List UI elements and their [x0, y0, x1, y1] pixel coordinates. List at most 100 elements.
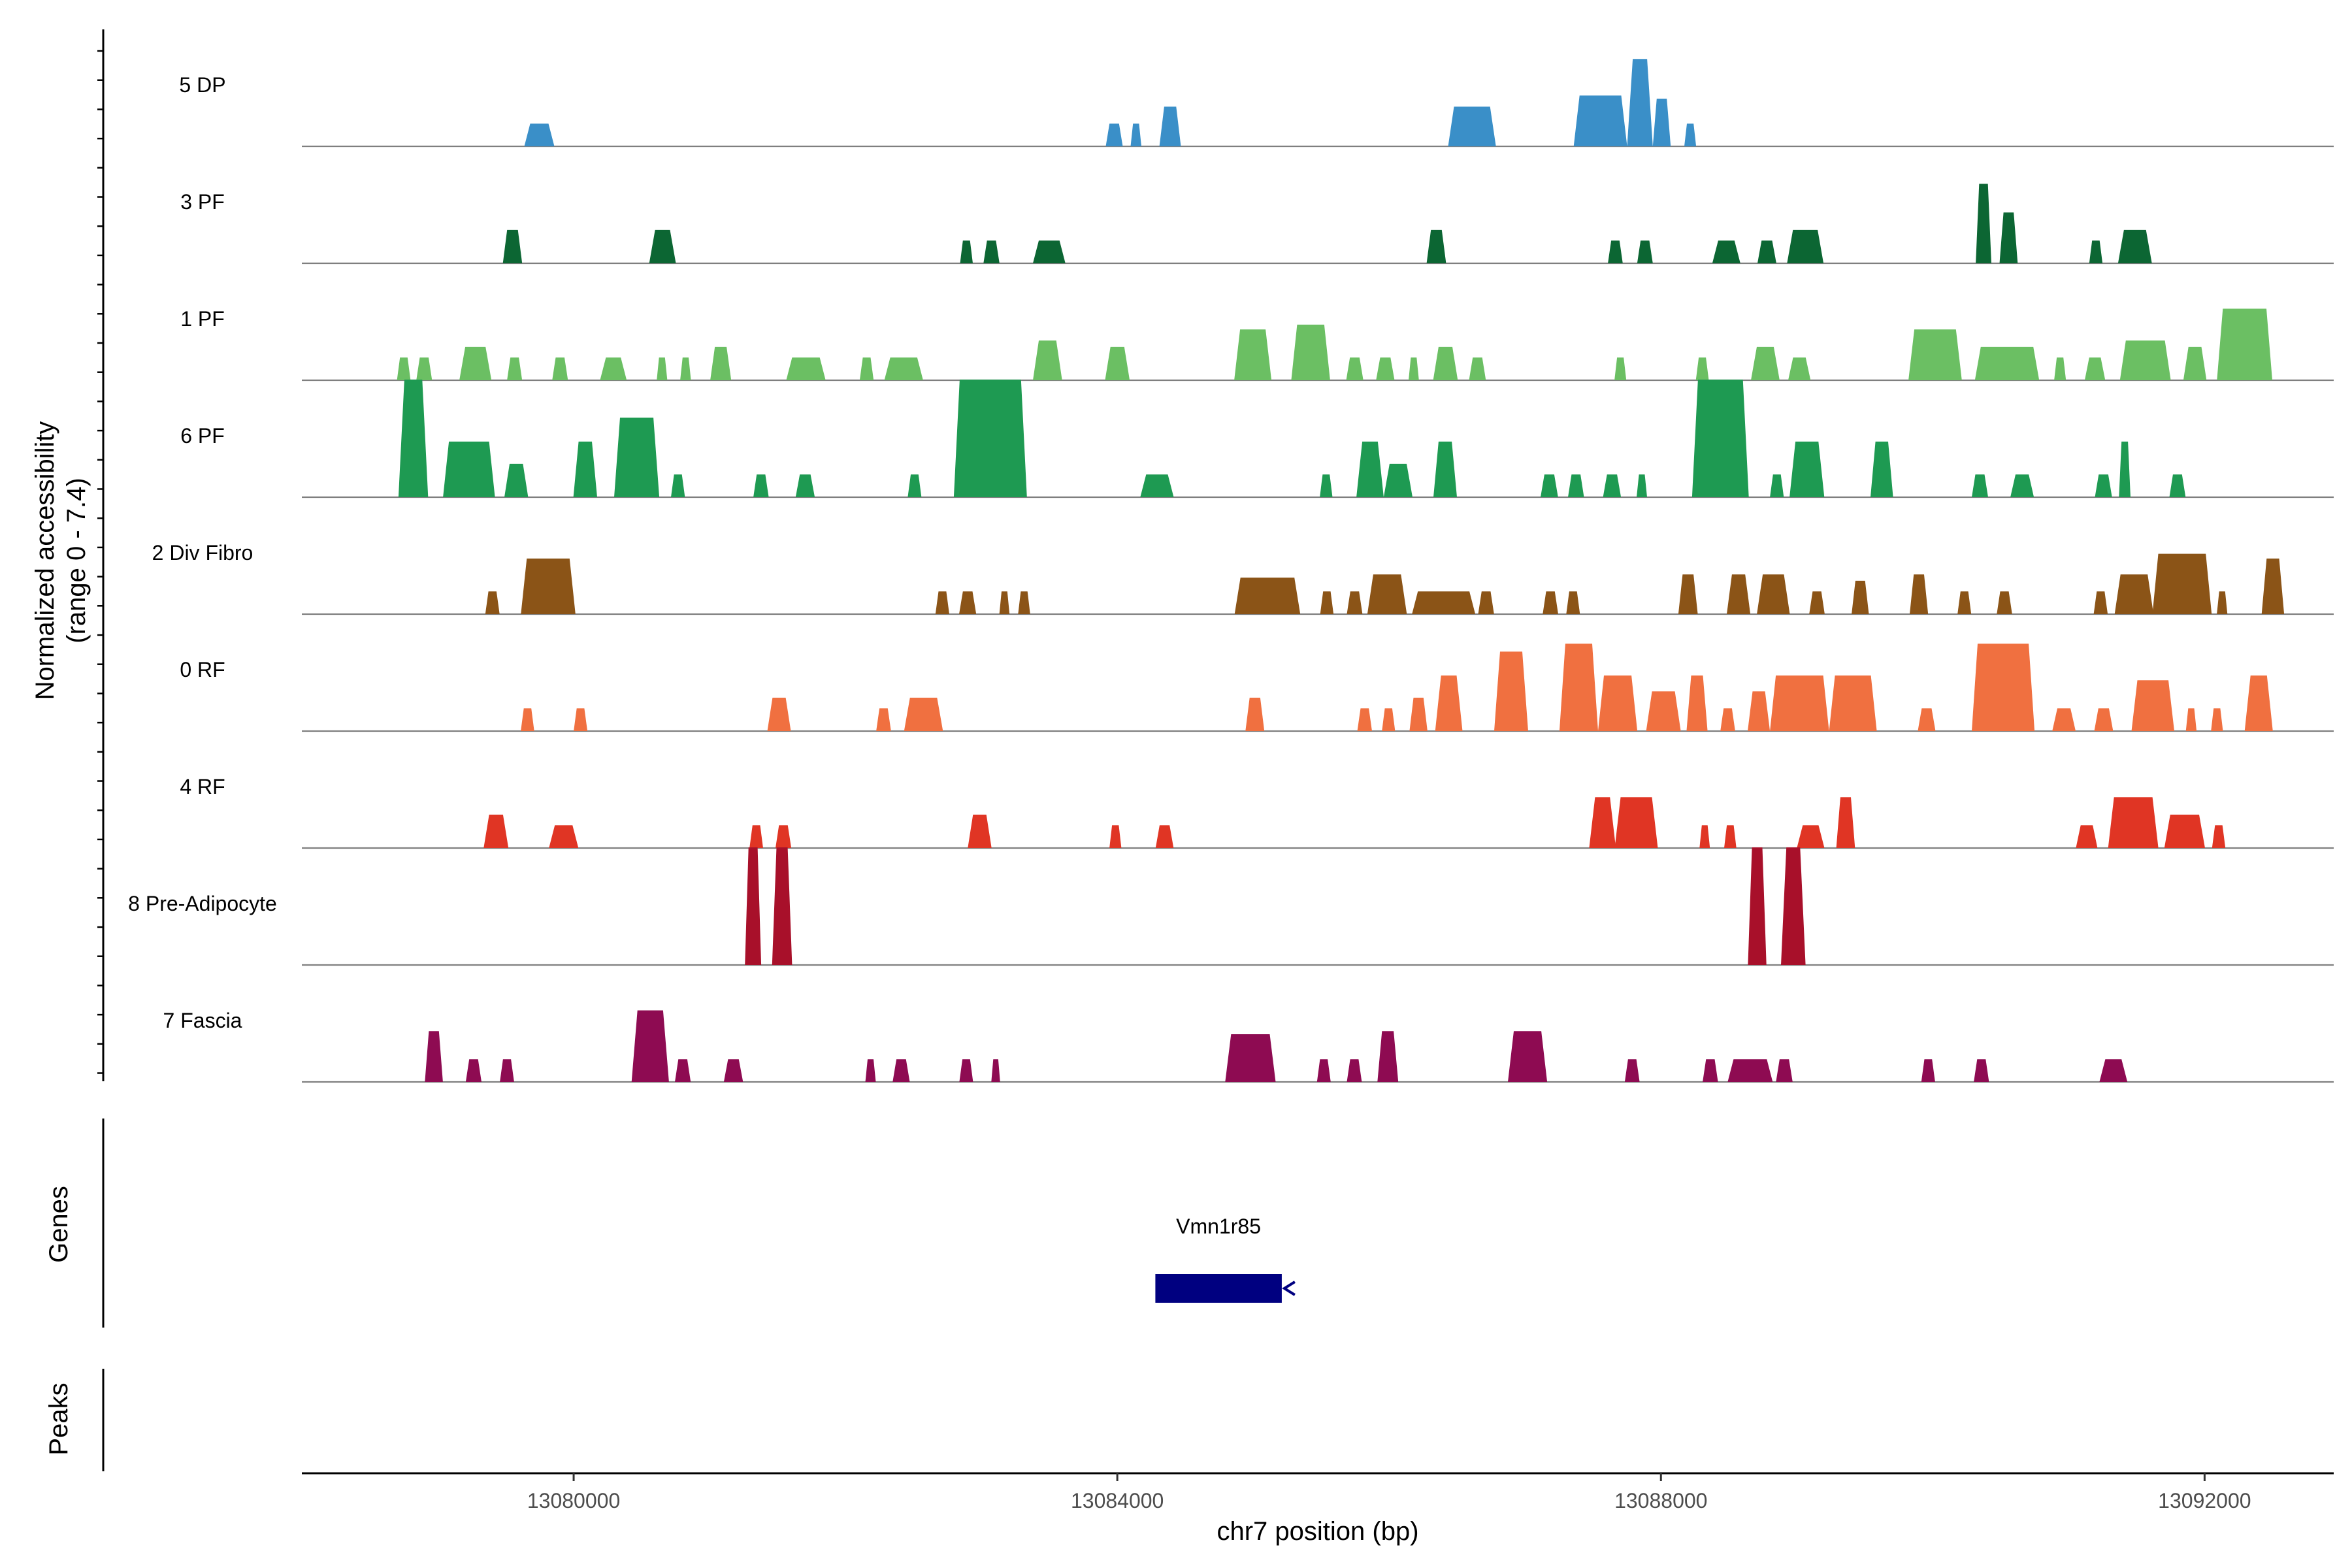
- x-tick-label: 13084000: [1071, 1489, 1164, 1512]
- accessibility-peak: [1720, 708, 1735, 731]
- accessibility-peak: [2183, 347, 2206, 380]
- accessibility-peak: [1000, 591, 1010, 614]
- accessibility-peak: [904, 698, 943, 731]
- accessibility-peak: [507, 357, 522, 380]
- accessibility-peak: [2095, 708, 2114, 731]
- accessibility-peak: [1469, 357, 1486, 380]
- track-label: 8 Pre-Adipocyte: [128, 892, 277, 915]
- track-label: 6 PF: [180, 424, 225, 448]
- accessibility-peak: [1478, 591, 1494, 614]
- y-axis-title: Normalized accessibility: [31, 421, 59, 700]
- accessibility-peak: [2211, 708, 2223, 731]
- accessibility-peak: [1921, 1059, 1935, 1082]
- accessibility-peak: [2262, 559, 2284, 614]
- accessibility-peak: [2010, 474, 2034, 497]
- accessibility-peak: [1646, 691, 1681, 731]
- accessibility-peak: [680, 357, 691, 380]
- accessibility-peak: [1356, 442, 1384, 497]
- accessibility-peak: [1770, 676, 1829, 731]
- accessibility-peak: [1637, 240, 1653, 263]
- accessibility-peak: [1574, 95, 1627, 146]
- accessibility-peak: [1543, 591, 1558, 614]
- track-0-rf: 0 RF: [180, 644, 2334, 731]
- track-label: 2 Div Fibro: [152, 541, 253, 564]
- accessibility-peak: [614, 417, 659, 497]
- accessibility-peak: [600, 357, 627, 380]
- accessibility-peak: [1757, 240, 1776, 263]
- track-6-pf: 6 PF: [180, 380, 2334, 497]
- accessibility-peak: [1910, 574, 1928, 614]
- accessibility-peak: [1156, 825, 1174, 848]
- accessibility-peak: [1106, 123, 1123, 146]
- accessibility-peak: [521, 559, 576, 614]
- accessibility-peak: [1870, 442, 1893, 497]
- accessibility-peak: [860, 357, 874, 380]
- accessibility-peak: [1367, 574, 1407, 614]
- accessibility-peak: [632, 1011, 669, 1083]
- accessibility-peak: [796, 474, 815, 497]
- accessibility-peak: [1788, 357, 1810, 380]
- accessibility-peak: [753, 474, 769, 497]
- accessibility-peak: [749, 825, 763, 848]
- accessibility-peak: [2052, 708, 2076, 731]
- accessibility-peak: [2115, 574, 2154, 614]
- accessibility-peak: [1972, 644, 2034, 731]
- accessibility-peak: [1589, 797, 1616, 848]
- x-tick-label: 13092000: [2158, 1489, 2251, 1512]
- accessibility-peak: [1409, 357, 1419, 380]
- accessibility-peak: [1637, 474, 1647, 497]
- accessibility-peak: [2085, 357, 2105, 380]
- track-label: 7 Fascia: [163, 1009, 242, 1032]
- accessibility-peak: [2076, 825, 2097, 848]
- accessibility-peak: [1829, 676, 1877, 731]
- accessibility-peak: [1748, 847, 1766, 965]
- accessibility-peak: [1684, 123, 1696, 146]
- accessibility-peak: [1427, 230, 1446, 263]
- track-5-dp: 5 DP: [179, 59, 2334, 146]
- accessibility-peak: [1957, 591, 1971, 614]
- accessibility-peak: [1614, 357, 1626, 380]
- accessibility-peak: [1976, 184, 1991, 263]
- accessibility-peak: [892, 1059, 909, 1082]
- accessibility-peak: [1347, 357, 1364, 380]
- accessibility-peak: [574, 708, 587, 731]
- accessibility-peak: [2120, 340, 2171, 380]
- track-label: 5 DP: [179, 73, 225, 97]
- accessibility-peak: [1433, 442, 1457, 497]
- track-label: 1 PF: [180, 307, 225, 331]
- x-axis-title: chr7 position (bp): [1217, 1517, 1418, 1546]
- accessibility-peak: [1852, 581, 1869, 614]
- accessibility-peak: [959, 1059, 973, 1082]
- accessibility-peak: [649, 230, 676, 263]
- accessibility-peak: [1751, 347, 1780, 380]
- accessibility-peak: [1320, 591, 1333, 614]
- x-tick-label: 13080000: [527, 1489, 620, 1512]
- accessibility-peak: [521, 708, 534, 731]
- accessibility-peak: [1160, 106, 1181, 146]
- track-4-rf: 4 RF: [180, 775, 2334, 848]
- accessibility-peak: [876, 708, 891, 731]
- accessibility-peak: [1568, 474, 1584, 497]
- accessibility-peak: [2119, 442, 2131, 497]
- accessibility-peak: [983, 240, 1000, 263]
- accessibility-peak: [504, 464, 528, 497]
- track-1-pf: 1 PF: [180, 307, 2334, 380]
- accessibility-peak: [1692, 380, 1749, 497]
- accessibility-peak: [2095, 474, 2112, 497]
- accessibility-peak: [1494, 651, 1528, 731]
- accessibility-peak: [1703, 1059, 1718, 1082]
- accessibility-peak: [1615, 797, 1658, 848]
- accessibility-peak: [960, 240, 973, 263]
- accessibility-peak: [1809, 591, 1825, 614]
- strand-arrow-icon: [1284, 1282, 1295, 1295]
- accessibility-peak: [1245, 698, 1264, 731]
- accessibility-peak: [574, 442, 597, 497]
- accessibility-peak: [1748, 691, 1770, 731]
- accessibility-peak: [1566, 591, 1580, 614]
- accessibility-peak: [525, 123, 555, 146]
- accessibility-peak: [1997, 591, 2012, 614]
- accessibility-peak: [1320, 474, 1332, 497]
- accessibility-peak: [1797, 825, 1824, 848]
- x-tick-label: 13088000: [1614, 1489, 1707, 1512]
- accessibility-peak: [425, 1031, 443, 1082]
